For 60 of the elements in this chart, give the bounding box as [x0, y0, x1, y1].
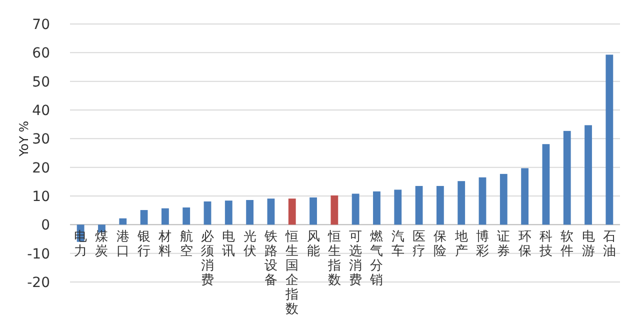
x-tick-label: 环保 — [518, 230, 532, 260]
bar — [436, 186, 444, 225]
bar — [458, 181, 466, 225]
x-tick-label: 光伏 — [243, 230, 256, 260]
bar — [352, 194, 360, 225]
bar — [224, 200, 232, 225]
x-tick-label: 铁路设备 — [263, 230, 278, 288]
bar — [161, 208, 169, 225]
x-tick-label: 保险 — [434, 230, 447, 260]
bar — [606, 54, 614, 225]
x-tick-label: 博彩 — [476, 230, 489, 260]
bar — [182, 207, 190, 225]
y-tick-label: 60 — [32, 46, 50, 62]
x-tick-label: 科技 — [538, 230, 552, 260]
bar — [478, 177, 486, 225]
x-tick-label: 可选消费 — [349, 230, 362, 288]
x-tick-label: 地产 — [454, 230, 468, 260]
bar — [140, 210, 148, 225]
bar — [415, 186, 423, 225]
y-tick-label: 10 — [32, 189, 50, 205]
y-tick-label: 40 — [32, 103, 50, 119]
x-tick-label: 必须消费 — [201, 230, 214, 288]
x-tick-label: 证券 — [497, 230, 510, 260]
x-tick-label: 煤炭 — [95, 230, 108, 260]
x-tick-label: 银行 — [136, 230, 151, 260]
bar — [542, 144, 550, 225]
y-tick-label: 50 — [32, 74, 50, 90]
bar — [267, 198, 275, 225]
x-tick-label: 汽车 — [391, 230, 404, 260]
y-axis-title: YoY % — [17, 120, 31, 158]
bar — [500, 174, 508, 225]
x-tick-label: 恒生指数 — [326, 230, 341, 288]
bar — [373, 191, 380, 225]
x-tick-label: 医疗 — [412, 230, 426, 260]
y-tick-label: 0 — [41, 218, 50, 234]
x-tick-label: 电游 — [582, 230, 595, 260]
x-tick-label: 燃气分销 — [369, 230, 384, 288]
bar — [330, 195, 338, 225]
y-tick-label: 20 — [32, 160, 50, 176]
x-tick-label: 港口 — [116, 230, 130, 260]
x-tick-label: 航空 — [180, 230, 193, 260]
x-tick-label: 石油 — [602, 230, 616, 260]
bar — [204, 201, 212, 225]
x-tick-label: 风能 — [306, 230, 320, 260]
x-tick-label: 恒生国企指数 — [284, 230, 299, 318]
x-tick-label: 软件 — [560, 230, 574, 260]
x-tick-label: 电讯 — [222, 230, 236, 260]
bar — [246, 200, 254, 225]
bar — [563, 130, 571, 225]
x-tick-label: 材料 — [158, 230, 172, 260]
bar — [394, 190, 402, 225]
y-tick-label: 30 — [32, 132, 50, 148]
bar — [521, 168, 529, 225]
y-tick-label: 70 — [32, 17, 50, 33]
bar — [310, 197, 317, 225]
y-tick-label: -10 — [27, 246, 50, 262]
bar — [584, 125, 592, 225]
bar — [119, 218, 127, 225]
y-tick-label: -20 — [27, 275, 50, 291]
bar — [288, 198, 296, 225]
